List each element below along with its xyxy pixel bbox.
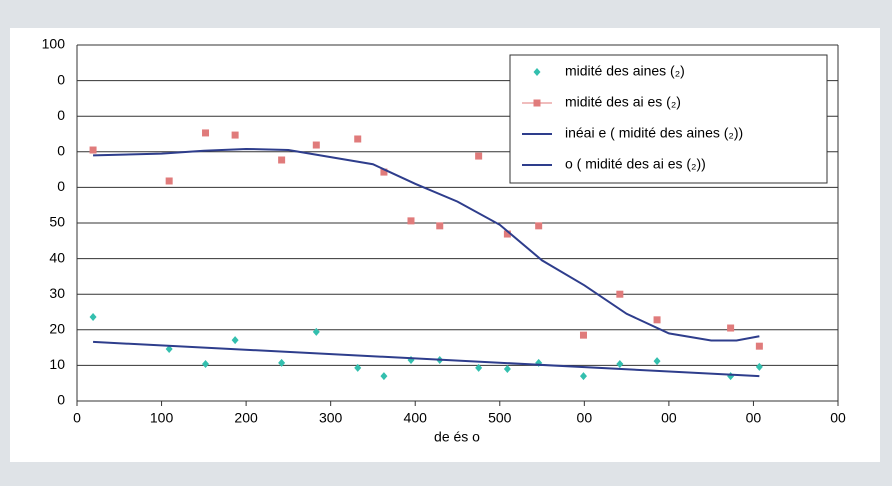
point bbox=[380, 168, 388, 176]
x-tick-label: 00 bbox=[830, 410, 846, 426]
y-tick-label: 40 bbox=[49, 249, 65, 265]
point bbox=[579, 372, 587, 381]
x-axis-label: de és o bbox=[434, 429, 480, 445]
point bbox=[89, 146, 97, 154]
point bbox=[503, 364, 511, 373]
point bbox=[312, 327, 320, 336]
point bbox=[503, 230, 511, 238]
x-tick-label: 00 bbox=[661, 410, 677, 426]
point bbox=[755, 342, 763, 350]
legend-label: inéai e ( midité des aines (₂)) bbox=[565, 125, 743, 141]
y-tick-label: 0 bbox=[57, 392, 65, 408]
legend-swatch bbox=[533, 68, 541, 76]
point bbox=[653, 357, 661, 366]
point bbox=[202, 129, 210, 137]
point bbox=[165, 177, 173, 185]
legend-label: o ( midité des ai es (₂)) bbox=[565, 156, 706, 172]
x-tick-label: 0 bbox=[73, 410, 81, 426]
x-tick-label: 400 bbox=[404, 410, 428, 426]
x-tick-label: 00 bbox=[577, 410, 593, 426]
point bbox=[407, 217, 415, 225]
legend-label: midité des ai es (₂) bbox=[565, 94, 681, 110]
point bbox=[475, 152, 483, 160]
trend-line bbox=[93, 147, 760, 342]
x-tick-label: 300 bbox=[319, 410, 343, 426]
point bbox=[231, 336, 239, 345]
legend-swatch bbox=[533, 99, 541, 107]
point bbox=[727, 324, 735, 332]
y-tick-label: 20 bbox=[49, 321, 65, 337]
legend: midité des aines (₂) midité des ai es (₂)… bbox=[509, 54, 828, 184]
point bbox=[312, 141, 320, 149]
y-tick-label: 0 bbox=[57, 143, 65, 159]
y-tick-label: 30 bbox=[49, 285, 65, 301]
point bbox=[616, 359, 624, 368]
trend-line bbox=[93, 340, 760, 378]
y-tick-label: 0 bbox=[57, 71, 65, 87]
point bbox=[231, 131, 239, 139]
point bbox=[89, 312, 97, 321]
point bbox=[202, 359, 210, 368]
legend-box bbox=[509, 54, 828, 184]
y-tick-label: 100 bbox=[42, 36, 66, 52]
x-tick-label: 00 bbox=[746, 410, 762, 426]
y-tick-label: 0 bbox=[57, 178, 65, 194]
point bbox=[436, 222, 444, 230]
point bbox=[475, 363, 483, 372]
point bbox=[755, 362, 763, 371]
x-tick-label: 500 bbox=[488, 410, 512, 426]
point bbox=[278, 156, 286, 164]
x-tick-label: 100 bbox=[150, 410, 174, 426]
x-tick-label: 200 bbox=[234, 410, 258, 426]
point bbox=[579, 331, 587, 339]
point bbox=[354, 363, 362, 372]
y-tick-label: 10 bbox=[49, 356, 65, 372]
point bbox=[354, 135, 362, 143]
y-tick-label: 0 bbox=[57, 107, 65, 123]
point bbox=[535, 222, 543, 230]
point bbox=[278, 358, 286, 367]
point bbox=[165, 345, 173, 354]
point bbox=[653, 316, 661, 324]
legend-label: midité des aines (₂) bbox=[565, 63, 685, 79]
point bbox=[380, 372, 388, 381]
y-tick-label: 50 bbox=[49, 214, 65, 230]
point bbox=[616, 290, 624, 298]
